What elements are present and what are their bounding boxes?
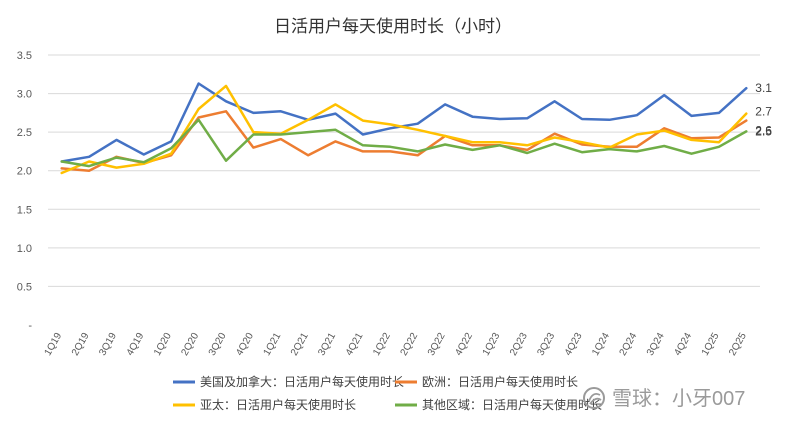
series-lines <box>60 82 748 175</box>
x-tick-label: 3Q20 <box>207 331 229 358</box>
x-tick-label: 2Q22 <box>399 331 421 358</box>
x-tick-label: 3Q24 <box>645 331 667 358</box>
series-line <box>60 84 748 175</box>
watermark-text: 雪球：小牙007 <box>612 387 745 410</box>
end-value-label: 2.6 <box>755 124 772 138</box>
x-tick-label: 2Q23 <box>508 331 530 358</box>
watermark: 雪球：小牙007 <box>583 387 745 410</box>
x-tick-label: 4Q19 <box>125 331 147 358</box>
x-tick-label: 3Q21 <box>316 331 338 358</box>
x-tick-label: 1Q25 <box>700 331 722 358</box>
y-tick-label: 2.0 <box>17 166 32 178</box>
x-tick-label: 4Q22 <box>453 331 475 358</box>
y-tick-label: 3.5 <box>17 50 32 62</box>
y-tick-label: 2.5 <box>17 127 32 139</box>
snowball-logo-icon <box>583 387 605 409</box>
y-tick-label: - <box>28 320 32 332</box>
x-tick-label: 3Q19 <box>97 331 119 358</box>
x-tick-label: 4Q24 <box>672 331 694 358</box>
end-labels: 3.1 2.6 2.7 2.5 <box>755 81 772 138</box>
x-tick-label: 4Q23 <box>563 331 585 358</box>
legend-label: 亚太：日活用户每天使用时长 <box>200 397 356 412</box>
legend: 美国及加拿大：日活用户每天使用时长 欧洲：日活用户每天使用时长亚太：日活用户每天使… <box>173 374 602 412</box>
y-tick-label: 3.0 <box>17 89 32 101</box>
y-tick-label: 1.0 <box>17 243 32 255</box>
x-tick-label: 1Q24 <box>590 331 612 358</box>
x-tick-label: 2Q19 <box>70 331 92 358</box>
y-tick-label: 0.5 <box>17 281 32 293</box>
x-tick-label: 4Q20 <box>234 331 256 358</box>
x-tick-label: 2Q25 <box>727 331 749 358</box>
gridlines <box>48 54 760 287</box>
x-tick-label: 3Q22 <box>426 331 448 358</box>
x-tick-label: 1Q20 <box>152 331 174 358</box>
y-tick-label: 1.5 <box>17 204 32 216</box>
x-tick-label: 4Q21 <box>344 331 366 358</box>
end-value-label: 2.5 <box>755 124 772 138</box>
x-tick-label: 1Q19 <box>43 331 65 358</box>
x-tick-label: 1Q23 <box>481 331 503 358</box>
legend-label: 其他区域：日活用户每天使用时长 <box>422 397 602 412</box>
chart-title: 日活用户每天使用时长（小时） <box>274 16 512 36</box>
y-axis-ticks: - 0.5 1.0 1.5 2.0 2.5 3.0 3.5 <box>17 50 33 332</box>
x-tick-label: 2Q20 <box>179 331 201 358</box>
x-tick-label: 1Q22 <box>371 331 393 358</box>
x-tick-label: 1Q21 <box>262 331 284 358</box>
x-tick-label: 2Q24 <box>618 331 640 358</box>
x-tick-label: 3Q23 <box>535 331 557 358</box>
x-tick-label: 2Q21 <box>289 331 311 358</box>
end-value-label: 2.7 <box>755 105 772 119</box>
series-line <box>60 118 748 168</box>
legend-label: 欧洲：日活用户每天使用时长 <box>422 374 578 389</box>
legend-label: 美国及加拿大：日活用户每天使用时长 <box>200 374 404 389</box>
x-axis-ticks: 1Q19 2Q19 3Q19 4Q19 1Q20 2Q20 3Q20 4Q20 1Q21 2Q21… <box>43 331 750 358</box>
series-line <box>60 110 748 172</box>
end-value-label: 3.1 <box>755 81 772 95</box>
